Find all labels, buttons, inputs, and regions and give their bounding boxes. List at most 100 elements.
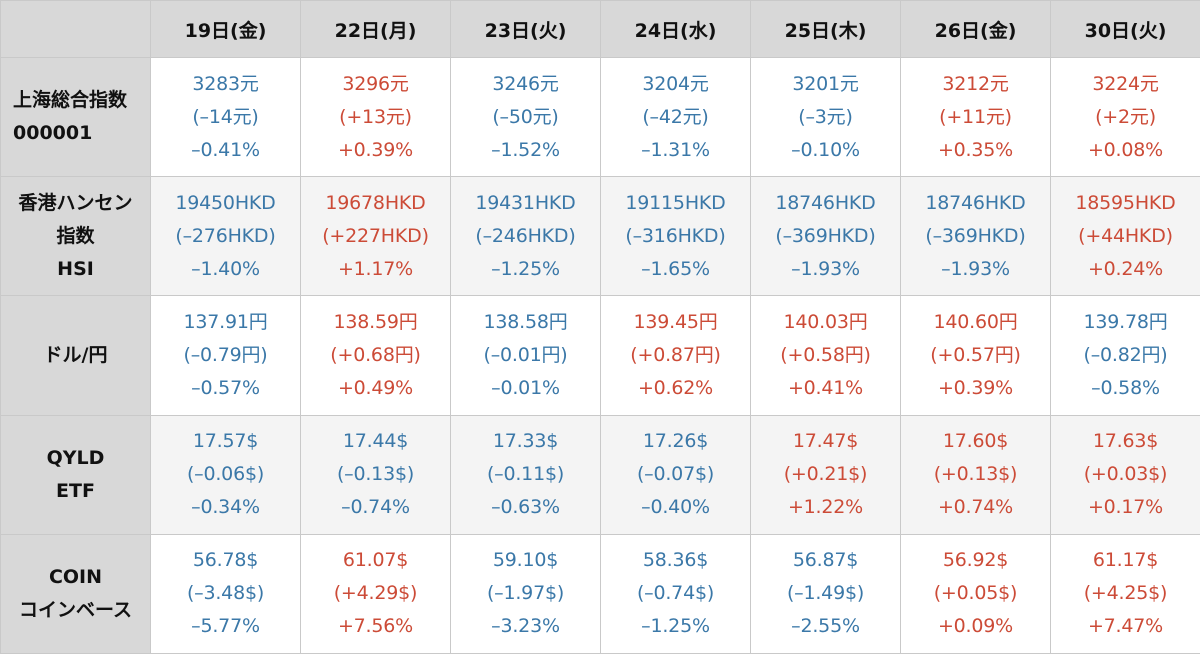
price-change: (+11元) (939, 105, 1012, 128)
price-cell: 3212元 (+11元) +0.35% (900, 56, 1051, 178)
price-change-percent: –3.23% (491, 615, 560, 638)
row-label-line: ドル/円 (43, 343, 108, 366)
price-cell: 138.59円 (+0.68円) +0.49% (300, 295, 451, 416)
price-change-percent: –0.41% (191, 138, 260, 161)
price-value: 19450HKD (175, 191, 276, 214)
table-row: 上海総合指数 000001 3283元 (–14元) –0.41% 3296元 (+13元)… (0, 56, 1200, 178)
price-cell: 18746HKD (–369HKD) –1.93% (900, 176, 1051, 297)
row-label: QYLD ETF (0, 414, 151, 535)
price-cell: 3201元 (–3元) –0.10% (750, 56, 901, 178)
price-change: (–1.49$) (786, 582, 865, 605)
row-label-line: ETF (56, 479, 95, 502)
price-cell: 19450HKD (–276HKD) –1.40% (150, 176, 301, 297)
row-label-line: 上海総合指数 (13, 89, 128, 112)
price-change: (+0.05$) (933, 582, 1018, 605)
price-change: (+0.21$) (783, 463, 868, 486)
price-cell: 61.07$ (+4.29$) +7.56% (300, 533, 451, 654)
price-change-percent: +1.17% (337, 257, 414, 280)
price-change-percent: –1.25% (491, 257, 560, 280)
row-label: ドル/円 (0, 295, 151, 416)
price-value: 19431HKD (475, 191, 576, 214)
row-label: COIN コインベース (0, 533, 151, 654)
price-change-percent: –1.65% (641, 257, 710, 280)
price-value: 139.45円 (633, 310, 718, 333)
price-cell: 3224元 (+2元) +0.08% (1050, 56, 1200, 178)
price-change-percent: +0.35% (937, 138, 1014, 161)
price-value: 17.33$ (492, 430, 559, 453)
price-change: (–0.01円) (483, 343, 568, 366)
price-change: (+44HKD) (1078, 224, 1173, 247)
price-cell: 19115HKD (–316HKD) –1.65% (600, 176, 751, 297)
price-change-percent: –0.10% (791, 138, 860, 161)
price-change-percent: –0.57% (191, 376, 260, 399)
price-change-percent: –0.01% (491, 376, 560, 399)
price-value: 140.60円 (933, 310, 1018, 333)
price-value: 140.03円 (783, 310, 868, 333)
price-change: (+0.13$) (933, 463, 1018, 486)
price-cell: 61.17$ (+4.25$) +7.47% (1050, 533, 1200, 654)
price-value: 3246元 (492, 72, 559, 95)
price-cell: 139.45円 (+0.87円) +0.62% (600, 295, 751, 416)
price-change: (+0.03$) (1083, 463, 1168, 486)
price-cell: 3283元 (–14元) –0.41% (150, 56, 301, 178)
table-row: 香港ハンセン 指数 HSI 19450HKD (–276HKD) –1.40% 19678H… (0, 176, 1200, 297)
price-cell: 19678HKD (+227HKD) +1.17% (300, 176, 451, 297)
price-cell: 17.47$ (+0.21$) +1.22% (750, 414, 901, 535)
price-cell: 17.57$ (–0.06$) –0.34% (150, 414, 301, 535)
price-change-percent: +0.08% (1087, 138, 1164, 161)
price-change-percent: –2.55% (791, 615, 860, 638)
price-cell: 58.36$ (–0.74$) –1.25% (600, 533, 751, 654)
price-change: (+0.58円) (780, 343, 871, 366)
price-value: 58.36$ (642, 549, 709, 572)
price-change-percent: –5.77% (191, 615, 260, 638)
day-header: 26日(金) (900, 0, 1051, 58)
price-cell: 59.10$ (–1.97$) –3.23% (450, 533, 601, 654)
price-value: 56.92$ (942, 549, 1009, 572)
price-value: 138.58円 (483, 310, 568, 333)
price-cell: 17.44$ (–0.13$) –0.74% (300, 414, 451, 535)
price-change: (+0.68円) (330, 343, 421, 366)
day-header: 22日(月) (300, 0, 451, 58)
table-row: QYLD ETF 17.57$ (–0.06$) –0.34% 17.44$ (–0.13$… (0, 414, 1200, 535)
price-change-percent: +0.41% (787, 376, 864, 399)
price-change-percent: +1.22% (787, 496, 864, 519)
price-value: 17.26$ (642, 430, 709, 453)
price-value: 3224元 (1092, 72, 1159, 95)
price-cell: 56.87$ (–1.49$) –2.55% (750, 533, 901, 654)
price-value: 3283元 (192, 72, 259, 95)
price-value: 56.78$ (192, 549, 259, 572)
price-value: 18746HKD (775, 191, 876, 214)
row-label-line: QYLD (46, 446, 105, 469)
price-change: (–14元) (192, 105, 259, 128)
price-cell: 17.63$ (+0.03$) +0.17% (1050, 414, 1200, 535)
header-row: 19日(金) 22日(月) 23日(火) 24日(水) 25日(木) 26日(金… (0, 0, 1200, 58)
row-label-line: 指数 (56, 224, 95, 247)
price-change-percent: +7.56% (337, 615, 414, 638)
price-cell: 3204元 (–42元) –1.31% (600, 56, 751, 178)
price-change: (–246HKD) (475, 224, 576, 247)
price-cell: 3246元 (–50元) –1.52% (450, 56, 601, 178)
price-value: 3212元 (942, 72, 1009, 95)
price-change: (+2元) (1095, 105, 1156, 128)
price-change: (–3.48$) (186, 582, 265, 605)
price-change: (–0.06$) (186, 463, 265, 486)
row-label-line: 香港ハンセン (18, 191, 133, 214)
day-header: 23日(火) (450, 0, 601, 58)
price-change: (–0.13$) (336, 463, 415, 486)
price-cell: 56.92$ (+0.05$) +0.09% (900, 533, 1051, 654)
price-change-percent: +0.24% (1087, 257, 1164, 280)
price-value: 3204元 (642, 72, 709, 95)
price-value: 59.10$ (492, 549, 559, 572)
price-cell: 137.91円 (–0.79円) –0.57% (150, 295, 301, 416)
price-change-percent: +0.49% (337, 376, 414, 399)
table-body: 上海総合指数 000001 3283元 (–14元) –0.41% 3296元 (+13元)… (0, 56, 1200, 654)
price-value: 56.87$ (792, 549, 859, 572)
price-change-percent: +0.39% (337, 138, 414, 161)
price-change-percent: –0.40% (641, 496, 710, 519)
price-change-percent: –1.31% (641, 138, 710, 161)
price-value: 17.47$ (792, 430, 859, 453)
price-value: 18595HKD (1075, 191, 1176, 214)
price-change-percent: –1.93% (791, 257, 860, 280)
price-value: 18746HKD (925, 191, 1026, 214)
price-cell: 140.60円 (+0.57円) +0.39% (900, 295, 1051, 416)
